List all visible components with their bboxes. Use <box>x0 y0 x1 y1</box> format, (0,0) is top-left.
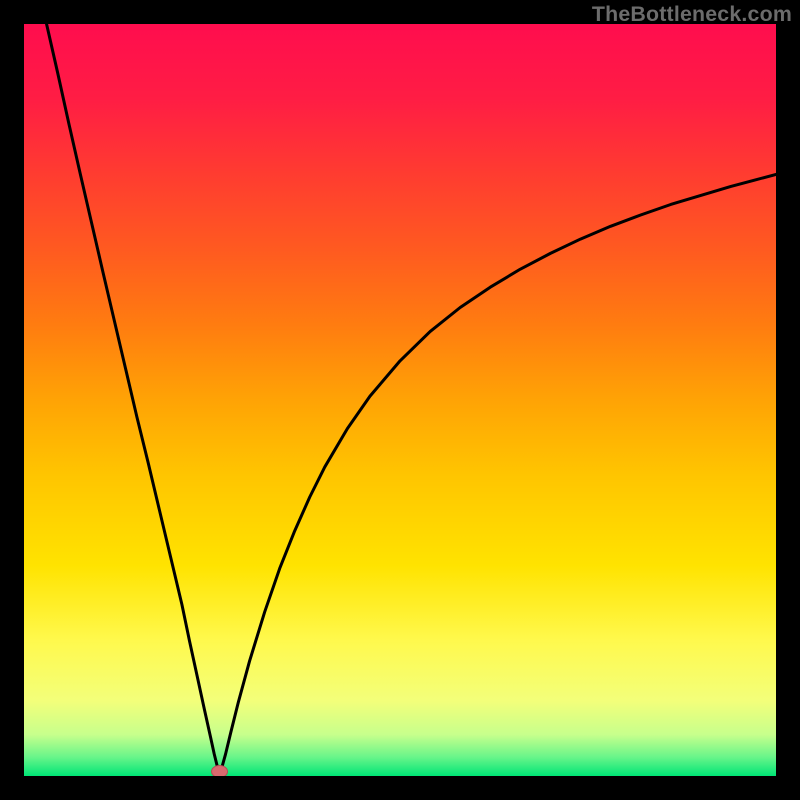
plot-svg <box>24 24 776 776</box>
minimum-marker <box>212 765 228 776</box>
bottleneck-chart: TheBottleneck.com <box>0 0 800 800</box>
plot-area <box>24 24 776 776</box>
gradient-background <box>24 24 776 776</box>
